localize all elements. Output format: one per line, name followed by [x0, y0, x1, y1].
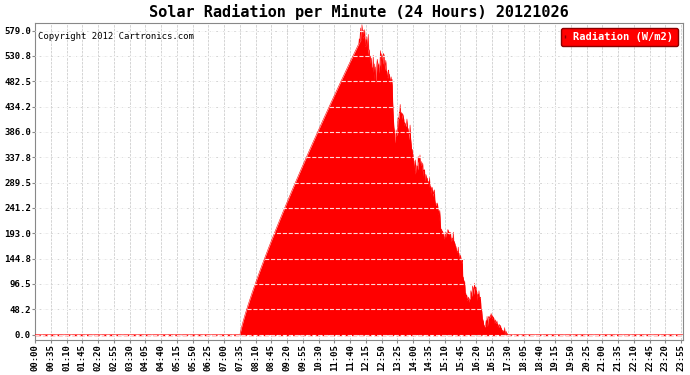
Text: Copyright 2012 Cartronics.com: Copyright 2012 Cartronics.com — [39, 32, 195, 41]
Title: Solar Radiation per Minute (24 Hours) 20121026: Solar Radiation per Minute (24 Hours) 20… — [149, 4, 569, 20]
Legend: Radiation (W/m2): Radiation (W/m2) — [561, 28, 678, 46]
